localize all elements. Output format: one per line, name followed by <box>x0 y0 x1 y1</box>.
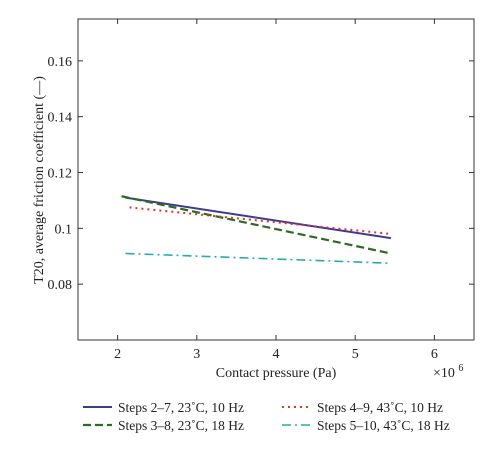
y-tick-label: 0.16 <box>48 55 73 70</box>
legend: Steps 2–7, 23˚C, 10 Hz Steps 3–8, 23˚C, … <box>83 400 450 433</box>
ticks-layer: 2 3 4 5 6 0.08 0.1 0.12 0.14 0.16 <box>48 19 474 362</box>
legend-label-4: Steps 5–10, 43˚C, 18 Hz <box>317 418 450 433</box>
y-tick-label: 0.1 <box>55 222 73 237</box>
y-axis-label: T20, average friction coefficient (—) <box>32 76 47 284</box>
series-line-1 <box>125 196 391 240</box>
legend-label-3: Steps 4–9, 43˚C, 10 Hz <box>317 400 443 415</box>
x-tick-label: 2 <box>114 347 121 362</box>
x-multiplier-base: ×10 <box>433 366 455 381</box>
x-axis-label: Contact pressure (Pa) <box>216 366 337 381</box>
series-line-2 <box>121 195 392 255</box>
x-tick-label: 5 <box>352 347 359 362</box>
x-tick-label: 6 <box>431 347 438 362</box>
x-axis-multiplier: ×10 6 <box>433 363 463 381</box>
series-layer <box>121 195 392 265</box>
plot-frame <box>77 18 475 341</box>
legend-label-1: Steps 2–7, 23˚C, 10 Hz <box>118 400 244 415</box>
series-line-3 <box>129 206 391 235</box>
x-tick-label: 3 <box>193 347 200 362</box>
x-tick-label: 4 <box>273 347 280 362</box>
y-tick-label: 0.12 <box>48 167 73 182</box>
y-tick-label: 0.14 <box>48 111 73 126</box>
x-multiplier-exponent: 6 <box>458 363 463 374</box>
y-tick-label: 0.08 <box>48 278 73 293</box>
series-line-4 <box>125 252 391 265</box>
legend-label-2: Steps 3–8, 23˚C, 18 Hz <box>118 418 244 433</box>
